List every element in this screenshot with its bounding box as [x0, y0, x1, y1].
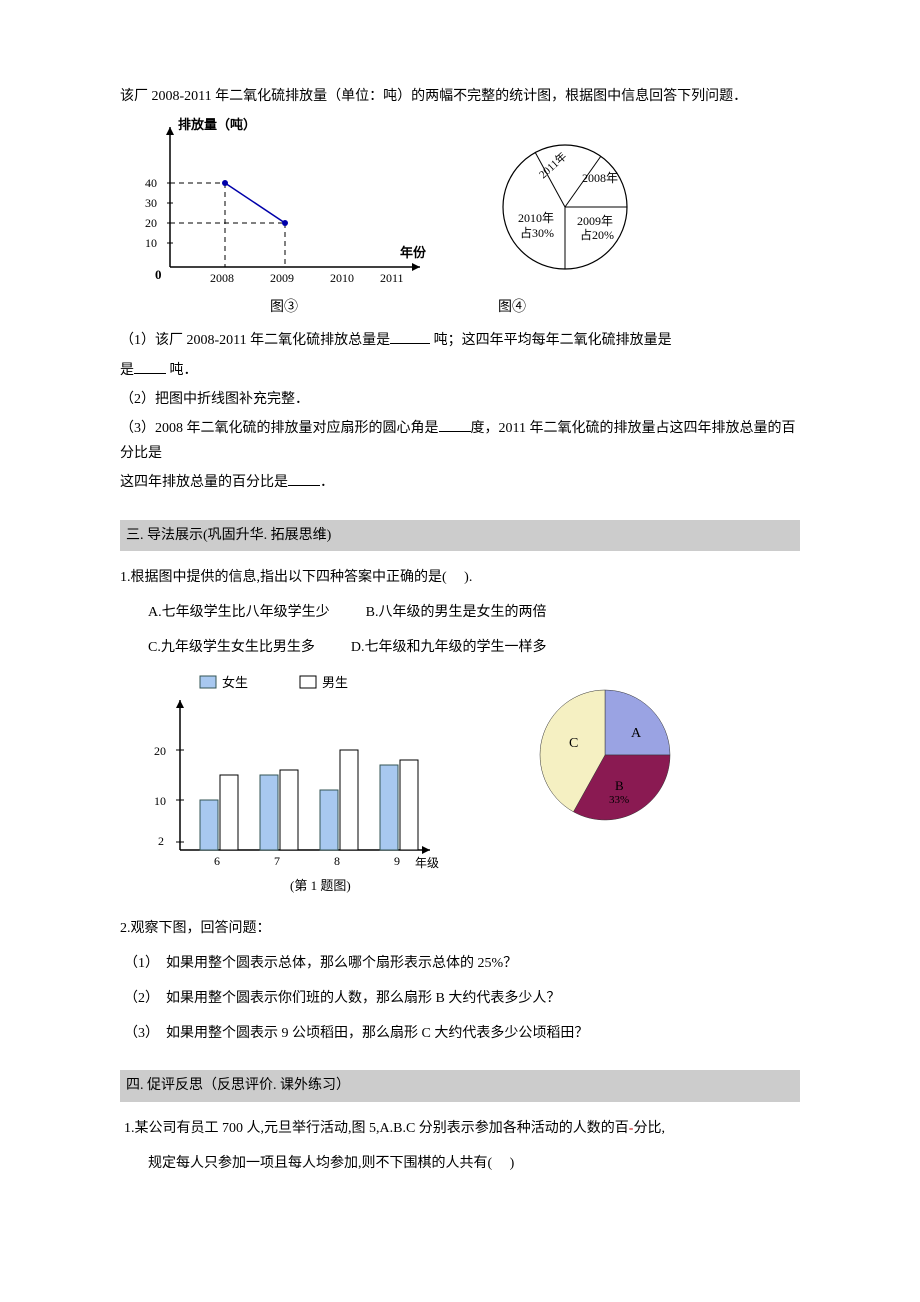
xtick-2009: 2009 — [270, 271, 294, 285]
blank-avg[interactable] — [134, 359, 166, 374]
fig-captions: 图③ 图④ — [120, 295, 800, 320]
q1-line2: 是 吨． — [120, 358, 800, 383]
slice-2009a: 2009年 — [577, 214, 613, 228]
s4q1-text-a: 1.某公司有员工 700 人,元旦举行活动,图 5,A.B.C 分别表示参加各种… — [124, 1121, 629, 1136]
s3q1-text: 1.根据图中提供的信息,指出以下四种答案中正确的是( ). — [120, 565, 800, 590]
pie-label-a: A — [631, 726, 642, 741]
s3q2-item-1: （1） 如果用整个圆表示总体，那么哪个扇形表示总体的 25%？ — [124, 951, 800, 976]
q1-figure-caption: (第 1 题图) — [290, 874, 800, 897]
slice-2010b: 占30% — [520, 225, 554, 240]
pie-label-b-pct: 33% — [609, 794, 629, 806]
xtick-2008: 2008 — [210, 271, 234, 285]
pie-label-b: B — [615, 778, 624, 793]
section-3-header: 三. 导法展示(巩固升华. 拓展思维) — [120, 520, 800, 551]
slice-2010a: 2010年 — [518, 211, 554, 225]
legend-girls: 女生 — [222, 675, 248, 690]
xcat-8: 8 — [334, 854, 340, 868]
ytick-40: 40 — [145, 176, 157, 190]
blank-pct[interactable] — [288, 471, 320, 486]
s4q1-line2: 规定每人只参加一项且每人均参加,则不下围棋的人共有( ) — [148, 1151, 800, 1176]
xcat-9: 9 — [394, 854, 400, 868]
origin-0: 0 — [155, 267, 162, 282]
ytick-10: 10 — [145, 236, 157, 250]
s3q2-items: （1） 如果用整个圆表示总体，那么哪个扇形表示总体的 25%？ （2） 如果用整… — [124, 951, 800, 1047]
option-b: B.八年级的男生是女生的两倍 — [366, 600, 547, 625]
q1-text-b: 吨；这四年平均每年二氧化硫排放量是 — [430, 333, 672, 348]
option-d: D.七年级和九年级的学生一样多 — [351, 635, 547, 660]
q1-text-a: （1）该厂 2008-2011 年二氧化硫排放总量是 — [120, 333, 390, 348]
q3-line: （3）2008 年二氧化硫的排放量对应扇形的圆心角是度，2011 年二氧化硫的排… — [120, 416, 800, 466]
charts-row-2: 女生 男生 2 10 20 6 7 8 9 年级 — [140, 670, 800, 870]
ytick-2: 2 — [158, 834, 164, 848]
slice-2008: 2008年 — [582, 171, 618, 185]
x-axis-label: 年份 — [400, 245, 427, 260]
pie-chart-fig4: 2008年 2009年 占20% 2010年 占30% 2011年 — [480, 127, 650, 287]
option-a: A.七年级学生比八年级学生少 — [148, 600, 330, 625]
ytick-20: 20 — [145, 216, 157, 230]
caption-fig3: 图③ — [270, 295, 298, 320]
section-4-header: 四. 促评反思（反思评价. 课外练习） — [120, 1070, 800, 1101]
xtick-2011: 2011 — [380, 271, 404, 285]
caption-fig4: 图④ — [498, 295, 526, 320]
q3-text-c: ． — [320, 475, 334, 490]
y-axis-label: 排放量（吨） — [178, 117, 256, 132]
q3-text-a: （3）2008 年二氧化硫的排放量对应扇形的圆心角是 — [120, 421, 439, 436]
s3q1-options-row2: C.九年级学生女生比男生多 D.七年级和九年级的学生一样多 — [148, 635, 800, 660]
ytick-30: 30 — [145, 196, 157, 210]
line-chart-fig3: 排放量（吨） 年份 10 20 30 40 0 2008 2009 2010 2… — [120, 117, 440, 287]
xtick-2010: 2010 — [330, 271, 354, 285]
s3q1-options-row1: A.七年级学生比八年级学生少 B.八年级的男生是女生的两倍 — [148, 600, 800, 625]
pie-chart-abc: A B 33% C — [520, 670, 690, 840]
s3q2-text: 2.观察下图，回答问题： — [120, 916, 800, 941]
charts-row-1: 排放量（吨） 年份 10 20 30 40 0 2008 2009 2010 2… — [120, 117, 800, 287]
bar-chart-q1: 女生 男生 2 10 20 6 7 8 9 年级 — [140, 670, 440, 870]
x-label-grade: 年级 — [415, 856, 439, 870]
q2-line: （2）把图中折线图补充完整． — [120, 387, 800, 412]
option-c: C.九年级学生女生比男生多 — [148, 635, 315, 660]
blank-total[interactable] — [390, 329, 430, 344]
blank-angle[interactable] — [439, 417, 471, 432]
s3q2-item-2: （2） 如果用整个圆表示你们班的人数，那么扇形 B 大约代表多少人？ — [124, 986, 800, 1011]
slice-2009b: 占20% — [580, 227, 614, 242]
q3-line2: 这四年排放总量的百分比是． — [120, 470, 800, 495]
ytick-20b: 20 — [154, 744, 166, 758]
xcat-6: 6 — [214, 854, 220, 868]
pie-label-c: C — [569, 736, 578, 751]
s4q1-text-b: 分比, — [633, 1121, 665, 1136]
q1-line: （1）该厂 2008-2011 年二氧化硫排放总量是 吨；这四年平均每年二氧化硫… — [120, 328, 800, 353]
xcat-7: 7 — [274, 854, 280, 868]
legend-boys: 男生 — [322, 675, 348, 690]
s3q2-item-3: （3） 如果用整个圆表示 9 公顷稻田，那么扇形 C 大约代表多少公顷稻田？ — [124, 1021, 800, 1046]
s4q1-line1: 1.某公司有员工 700 人,元旦举行活动,图 5,A.B.C 分别表示参加各种… — [124, 1116, 800, 1141]
q1-text-c: 吨． — [166, 363, 198, 378]
ytick-10b: 10 — [154, 794, 166, 808]
intro-text: 该厂 2008-2011 年二氧化硫排放量（单位：吨）的两幅不完整的统计图，根据… — [120, 84, 800, 109]
